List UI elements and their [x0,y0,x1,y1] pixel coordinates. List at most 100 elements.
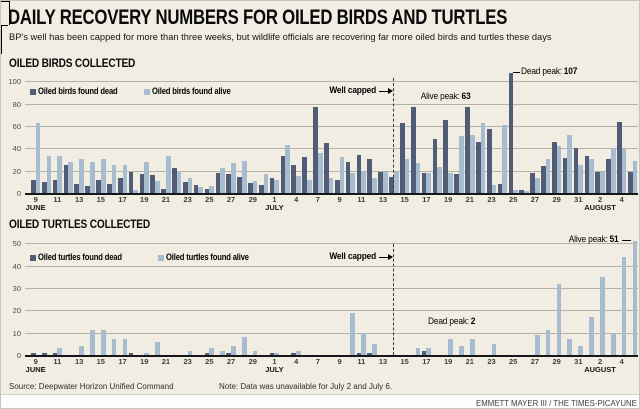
bar-dead-Jun-10 [41,352,47,355]
x-tick-label: 25 [205,357,214,366]
y-tick-label: 10 [12,329,21,338]
bar-alive-Aug-3 [610,148,616,193]
bar-alive-Jul-12 [372,178,377,193]
x-tick-label: 13 [378,357,388,366]
x-tick-label: 15 [96,195,105,204]
bar-alive-Jun-23 [187,178,193,193]
x-tick-label: 1 [272,357,277,366]
x-tick-label: 23 [487,195,496,204]
bar-dead-Jul-3 [280,156,286,193]
annotation-value: 63 [461,91,470,102]
bar-alive-Jul-27 [534,178,540,193]
bar-dead-Jun-20 [150,175,156,193]
month-label-Jun: JUNE [25,203,46,212]
bar-dead-Jul-4 [291,165,297,193]
annotation-value: 2 [470,316,476,327]
x-tick-label: 7 [315,357,320,366]
bar-alive-Jun-26 [220,168,225,193]
y-tick-label: 0 [16,351,21,360]
x-tick-label: 11 [357,357,366,366]
y-tick-label: 30 [12,284,21,293]
x-tick-label: 19 [140,357,149,366]
bar-dead-Aug-1 [584,156,590,193]
bar-alive-Jul-29 [556,283,562,355]
bar-alive-Jun-21 [165,156,171,193]
bar-alive-Jul-29 [556,146,562,193]
bar-alive-Jun-20 [155,180,160,193]
annotation-label: Alive peak: [420,91,460,102]
bar-alive-Jul-16 [415,162,421,193]
bar-dead-Jun-14 [85,186,90,193]
bar-dead-Jun-19 [139,174,145,193]
annotation-well-capped: Well capped [329,251,376,262]
x-tick-label: 9 [33,195,38,204]
annotation-label: Dead peak: [521,66,563,77]
bar-alive-Aug-5 [632,241,638,355]
x-tick-label: 11 [357,195,366,204]
x-tick-label: 25 [205,195,214,204]
annotation-alive-peak: Alive peak: 51 [568,234,618,245]
bar-dead-Jul-22 [475,141,481,193]
bar-alive-Jul-4 [296,176,301,193]
well-capped-arrowhead [388,254,393,260]
annotation-dead-peak: Dead peak: 107 [521,66,577,77]
bar-dead-Jul-15 [400,122,405,193]
bar-alive-Jul-19 [448,339,453,355]
bar-alive-Jun-15 [100,159,106,193]
bar-alive-Jul-13 [382,171,388,193]
bar-dead-Jul-16 [410,106,416,193]
bar-alive-Jun-29 [252,350,258,355]
bar-dead-Jul-23 [486,129,492,193]
gridline-80 [25,104,638,105]
month-label-Jul: JULY [265,365,284,374]
x-tick-label: 13 [378,195,388,204]
bar-dead-Jul-17 [421,172,427,193]
x-tick-label: 29 [552,195,561,204]
bar-alive-Jul-31 [578,346,584,355]
bar-dead-Jul-12 [367,159,373,193]
byline-credit: EMMETT MAYER III / THE TIMES-PICAYUNE [476,398,637,408]
y-tick-label: 0 [16,189,21,198]
bar-dead-Jul-4 [291,352,297,355]
bar-alive-Jul-20 [458,136,464,193]
bar-alive-Aug-2 [600,171,605,193]
bar-dead-Jun-29 [248,182,253,193]
x-tick-label: 4 [619,357,624,366]
bar-alive-Jul-12 [372,343,377,355]
gridline-10 [25,333,638,334]
bar-dead-Jul-29 [551,141,557,193]
annotation-connector [1,25,8,54]
bar-alive-Jun-11 [57,156,63,193]
x-tick-label: 27 [226,357,236,366]
bar-alive-Jun-28 [241,337,247,355]
bar-alive-Jun-26 [220,350,225,355]
annotation-label: Alive peak: [568,234,608,245]
annotation-connector [1,1,10,25]
bar-alive-Jul-26 [524,190,529,193]
well-capped-arrow-line [379,257,388,258]
bar-alive-Jul-1 [274,179,280,193]
bar-dead-Jul-1 [269,178,275,193]
bar-alive-Jun-14 [89,161,95,193]
x-tick-label: 25 [509,357,518,366]
data-note: Note: Data was unavailable for July 2 an… [219,382,392,391]
bar-alive-Jul-21 [469,134,475,193]
x-axis-line [25,355,638,357]
bar-alive-Jul-7 [317,152,323,193]
birds-chart-plot-area: 100 80 60 40 20 0 9 JUNE 11 13 15 17 19 21 23 25 27 29 1 JU… [1,1,639,212]
x-tick-label: 17 [118,195,127,204]
bar-dead-Jun-18 [128,171,134,193]
turtles-chart-heading: OILED TURTLES COLLECTED [9,219,151,231]
bar-alive-Jul-11 [361,170,366,193]
x-tick-label: 2 [597,195,603,204]
x-tick-label: 25 [509,195,518,204]
bar-dead-Jul-13 [378,171,383,193]
bar-alive-Aug-4 [621,149,627,193]
x-tick-label: 21 [465,357,474,366]
birds-legend-alive-swatch [144,89,150,95]
y-tick-label: 50 [12,239,21,248]
bar-dead-Jun-11 [52,352,58,355]
page-title: DAILY RECOVERY NUMBERS FOR OILED BIRDS A… [8,5,508,29]
month-label-Jul: JULY [265,203,284,212]
bar-dead-Jun-22 [172,168,177,193]
